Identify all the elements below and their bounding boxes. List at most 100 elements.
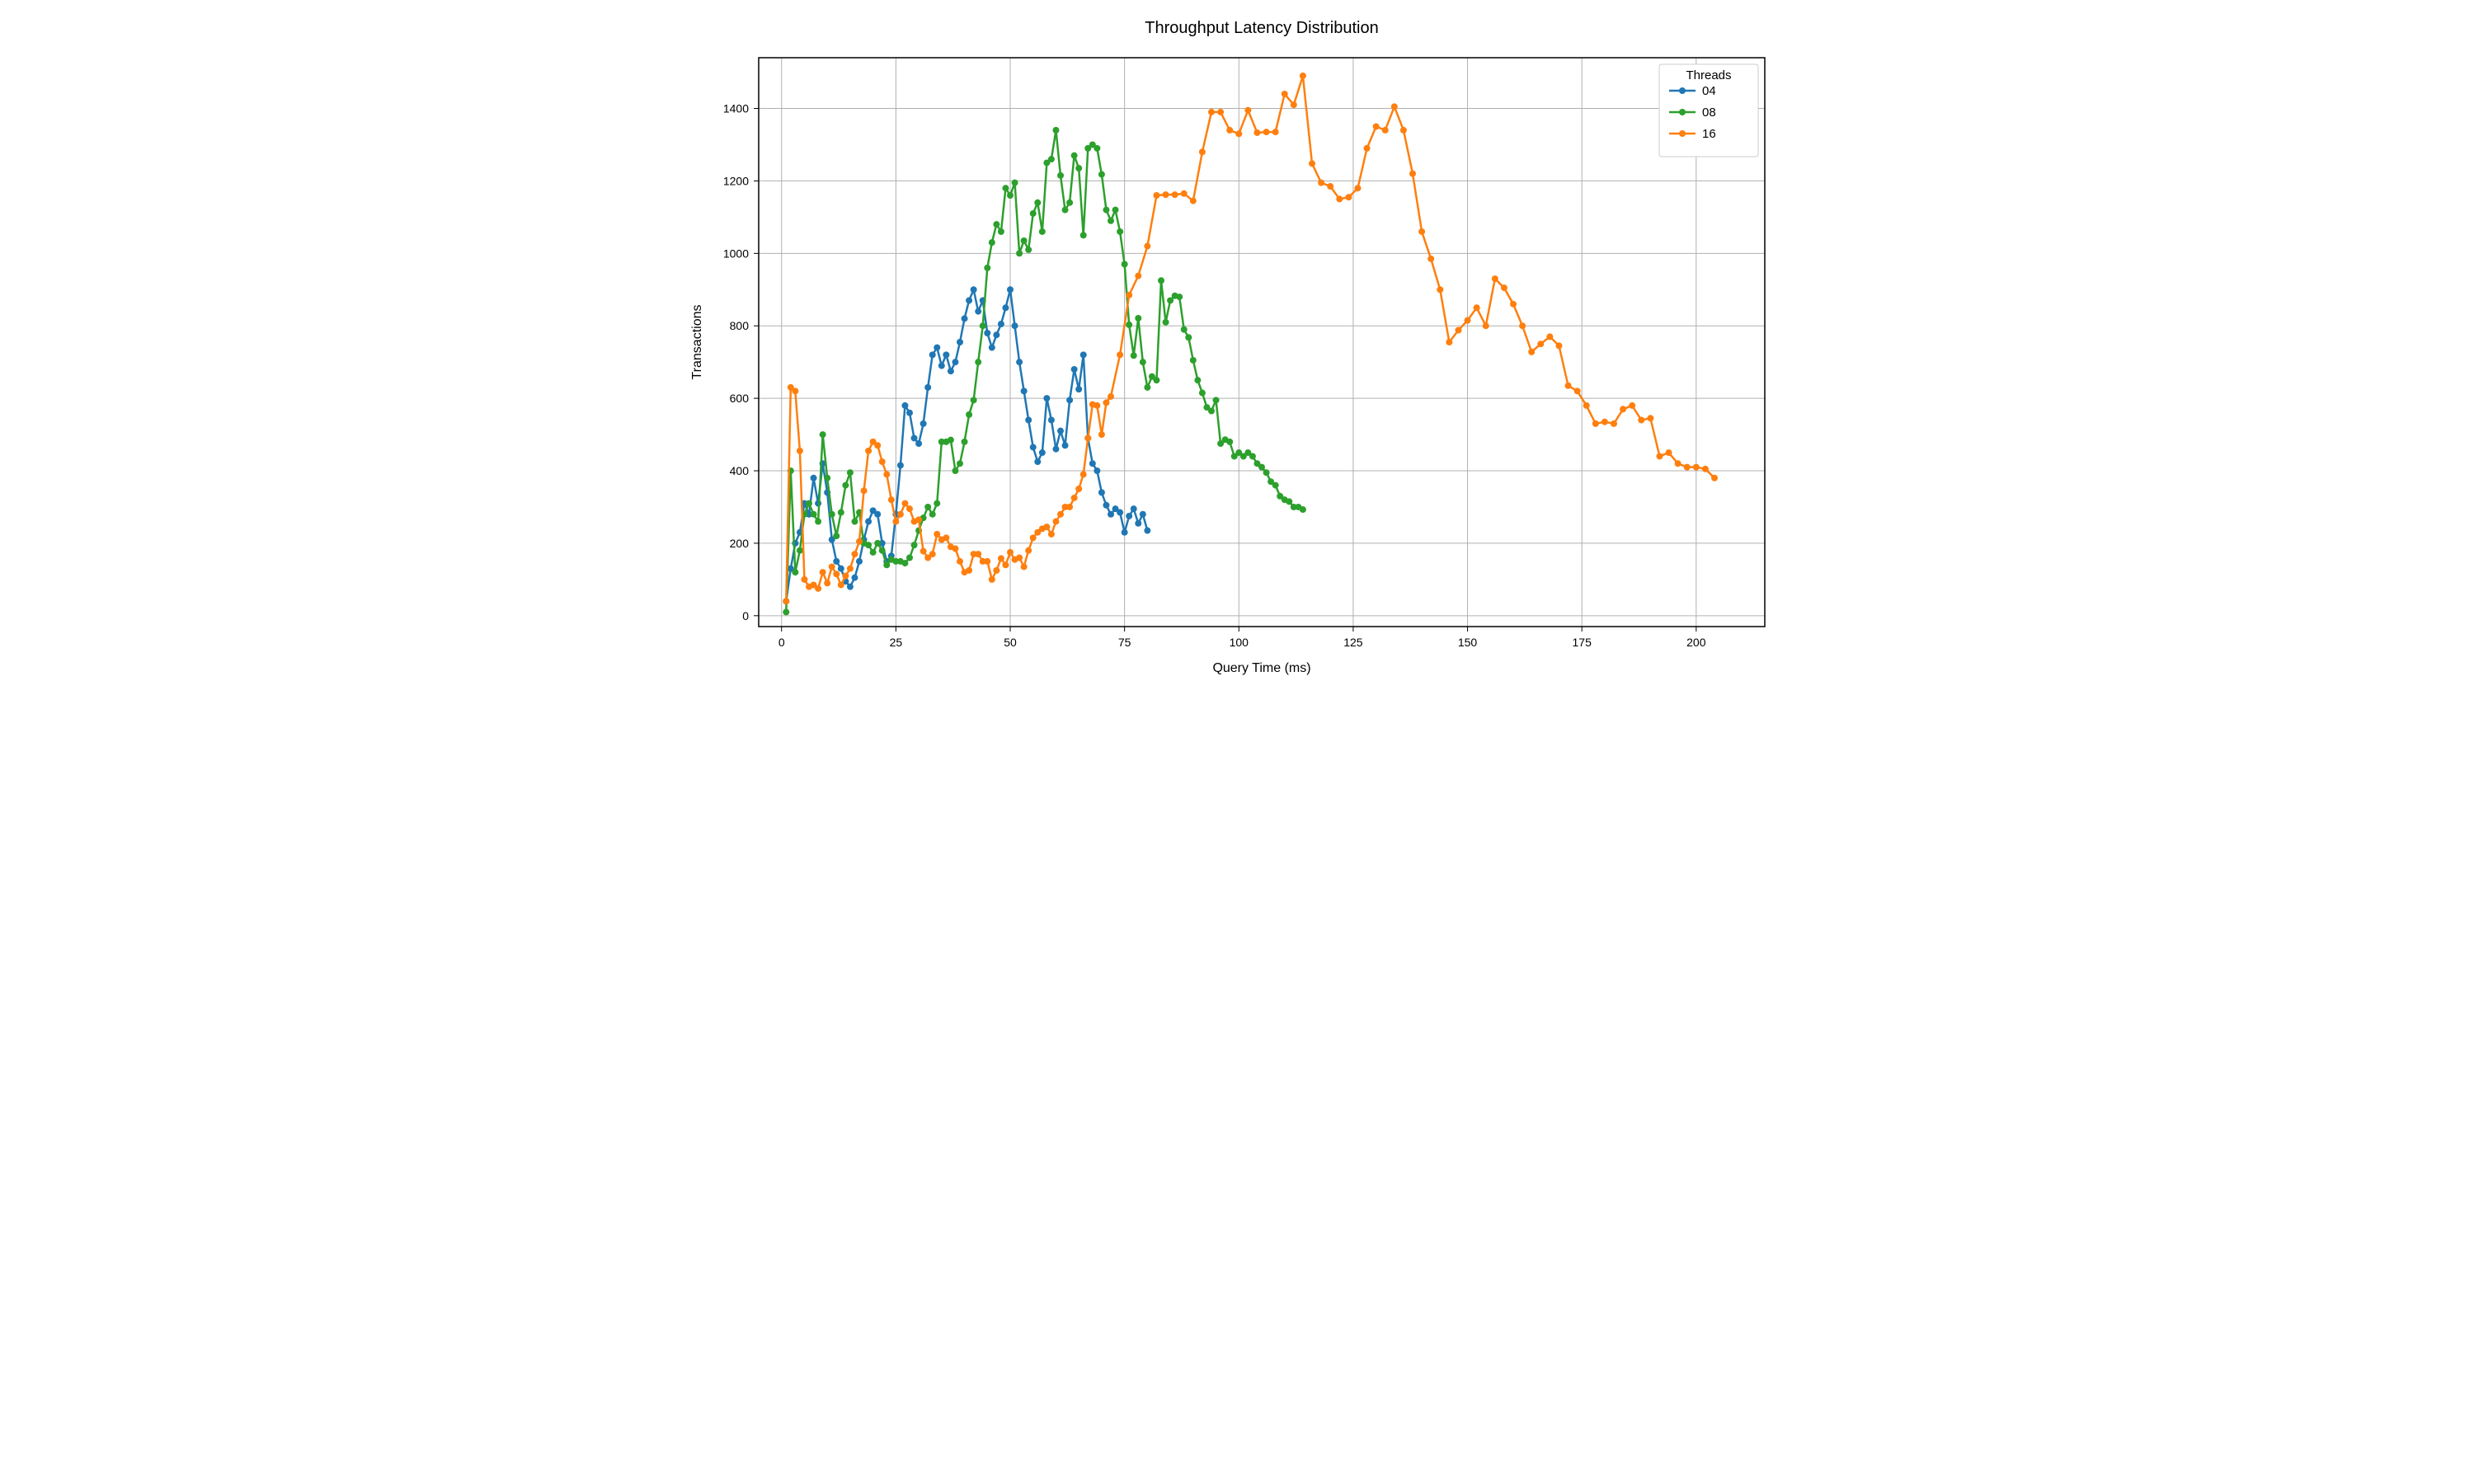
ylabel: Transactions	[690, 305, 704, 380]
series-marker-08	[1007, 192, 1014, 199]
series-marker-16	[1354, 185, 1361, 191]
series-marker-16	[1555, 342, 1562, 349]
series-marker-04	[856, 558, 863, 565]
series-marker-16	[820, 569, 826, 575]
series-marker-16	[1711, 475, 1718, 481]
series-marker-04	[847, 584, 854, 590]
series-marker-04	[1062, 442, 1069, 448]
series-marker-04	[1034, 458, 1041, 465]
series-marker-08	[1075, 165, 1082, 171]
series-marker-04	[1071, 366, 1078, 373]
series-marker-08	[1144, 384, 1150, 391]
series-marker-04	[1103, 502, 1109, 509]
series-marker-16	[1318, 180, 1324, 186]
series-marker-08	[870, 549, 877, 556]
series-marker-16	[984, 558, 990, 565]
series-marker-16	[1098, 431, 1105, 438]
series-marker-04	[948, 368, 954, 374]
series-marker-08	[1258, 464, 1265, 471]
series-marker-08	[962, 439, 968, 445]
series-marker-08	[1140, 359, 1146, 365]
series-marker-16	[957, 558, 963, 565]
series-marker-16	[1638, 416, 1644, 423]
series-marker-08	[1094, 145, 1100, 152]
series-marker-16	[1629, 402, 1635, 409]
series-marker-04	[1043, 395, 1050, 402]
series-marker-16	[1465, 317, 1471, 324]
series-marker-16	[838, 581, 844, 588]
series-marker-04	[1007, 286, 1014, 293]
series-marker-08	[851, 519, 858, 525]
series-marker-04	[952, 359, 958, 365]
series-marker-04	[962, 315, 968, 322]
series-marker-04	[1057, 428, 1064, 434]
series-marker-04	[1030, 444, 1037, 450]
series-marker-16	[1300, 73, 1306, 79]
series-marker-16	[1071, 495, 1078, 501]
series-marker-08	[1272, 482, 1279, 489]
series-marker-08	[1034, 200, 1041, 206]
series-marker-16	[993, 567, 999, 574]
series-marker-04	[1108, 511, 1114, 518]
legend-marker	[1679, 130, 1686, 137]
series-marker-04	[811, 475, 817, 481]
series-marker-16	[1117, 351, 1123, 358]
series-marker-08	[1103, 207, 1109, 214]
series-marker-16	[1427, 256, 1434, 262]
series-marker-16	[1675, 460, 1681, 467]
series-marker-04	[851, 575, 858, 581]
series-marker-08	[966, 411, 972, 418]
series-marker-08	[1016, 250, 1023, 256]
series-marker-08	[911, 542, 918, 548]
series-marker-04	[1098, 489, 1105, 495]
series-marker-16	[783, 598, 789, 604]
series-marker-08	[1163, 319, 1169, 326]
legend-label: 16	[1702, 127, 1716, 141]
ytick-label: 1000	[723, 247, 749, 260]
chart-container: 0255075100125150175200020040060080010001…	[660, 0, 1814, 693]
series-marker-08	[838, 510, 844, 516]
series-marker-16	[1103, 399, 1109, 406]
xtick-label: 125	[1343, 636, 1363, 649]
series-marker-08	[984, 265, 990, 271]
series-marker-08	[874, 540, 881, 547]
series-marker-16	[1474, 304, 1480, 311]
series-marker-16	[1226, 127, 1233, 134]
series-marker-08	[906, 554, 913, 561]
series-marker-04	[971, 286, 977, 293]
legend-marker	[1679, 87, 1686, 94]
series-marker-08	[1226, 439, 1233, 445]
series-marker-08	[811, 511, 817, 518]
series-marker-08	[980, 322, 986, 329]
series-marker-16	[1345, 194, 1352, 200]
series-marker-04	[1135, 520, 1141, 527]
series-marker-16	[1574, 387, 1581, 394]
legend-marker	[1679, 109, 1686, 115]
series-marker-08	[783, 608, 789, 615]
series-marker-04	[901, 402, 908, 409]
series-marker-16	[1592, 420, 1599, 427]
series-marker-08	[815, 519, 821, 525]
series-marker-04	[1089, 460, 1096, 467]
series-marker-16	[1199, 148, 1206, 155]
series-marker-16	[1373, 124, 1380, 130]
series-marker-08	[1052, 127, 1059, 134]
xtick-label: 0	[778, 636, 785, 649]
series-marker-16	[1400, 127, 1407, 134]
series-marker-08	[975, 359, 981, 365]
series-marker-16	[1309, 160, 1315, 167]
series-marker-04	[1144, 528, 1150, 534]
series-marker-16	[1075, 486, 1082, 492]
series-marker-04	[1012, 322, 1018, 329]
series-marker-04	[934, 345, 940, 351]
chart-title: Throughput Latency Distribution	[1145, 19, 1379, 37]
series-marker-16	[1217, 109, 1224, 115]
series-marker-16	[1336, 195, 1343, 202]
series-marker-08	[797, 547, 803, 554]
series-marker-04	[924, 384, 931, 391]
series-marker-08	[1194, 377, 1201, 383]
series-marker-08	[1117, 228, 1123, 235]
series-marker-08	[847, 469, 854, 476]
xtick-label: 100	[1230, 636, 1249, 649]
series-marker-16	[1620, 406, 1626, 412]
